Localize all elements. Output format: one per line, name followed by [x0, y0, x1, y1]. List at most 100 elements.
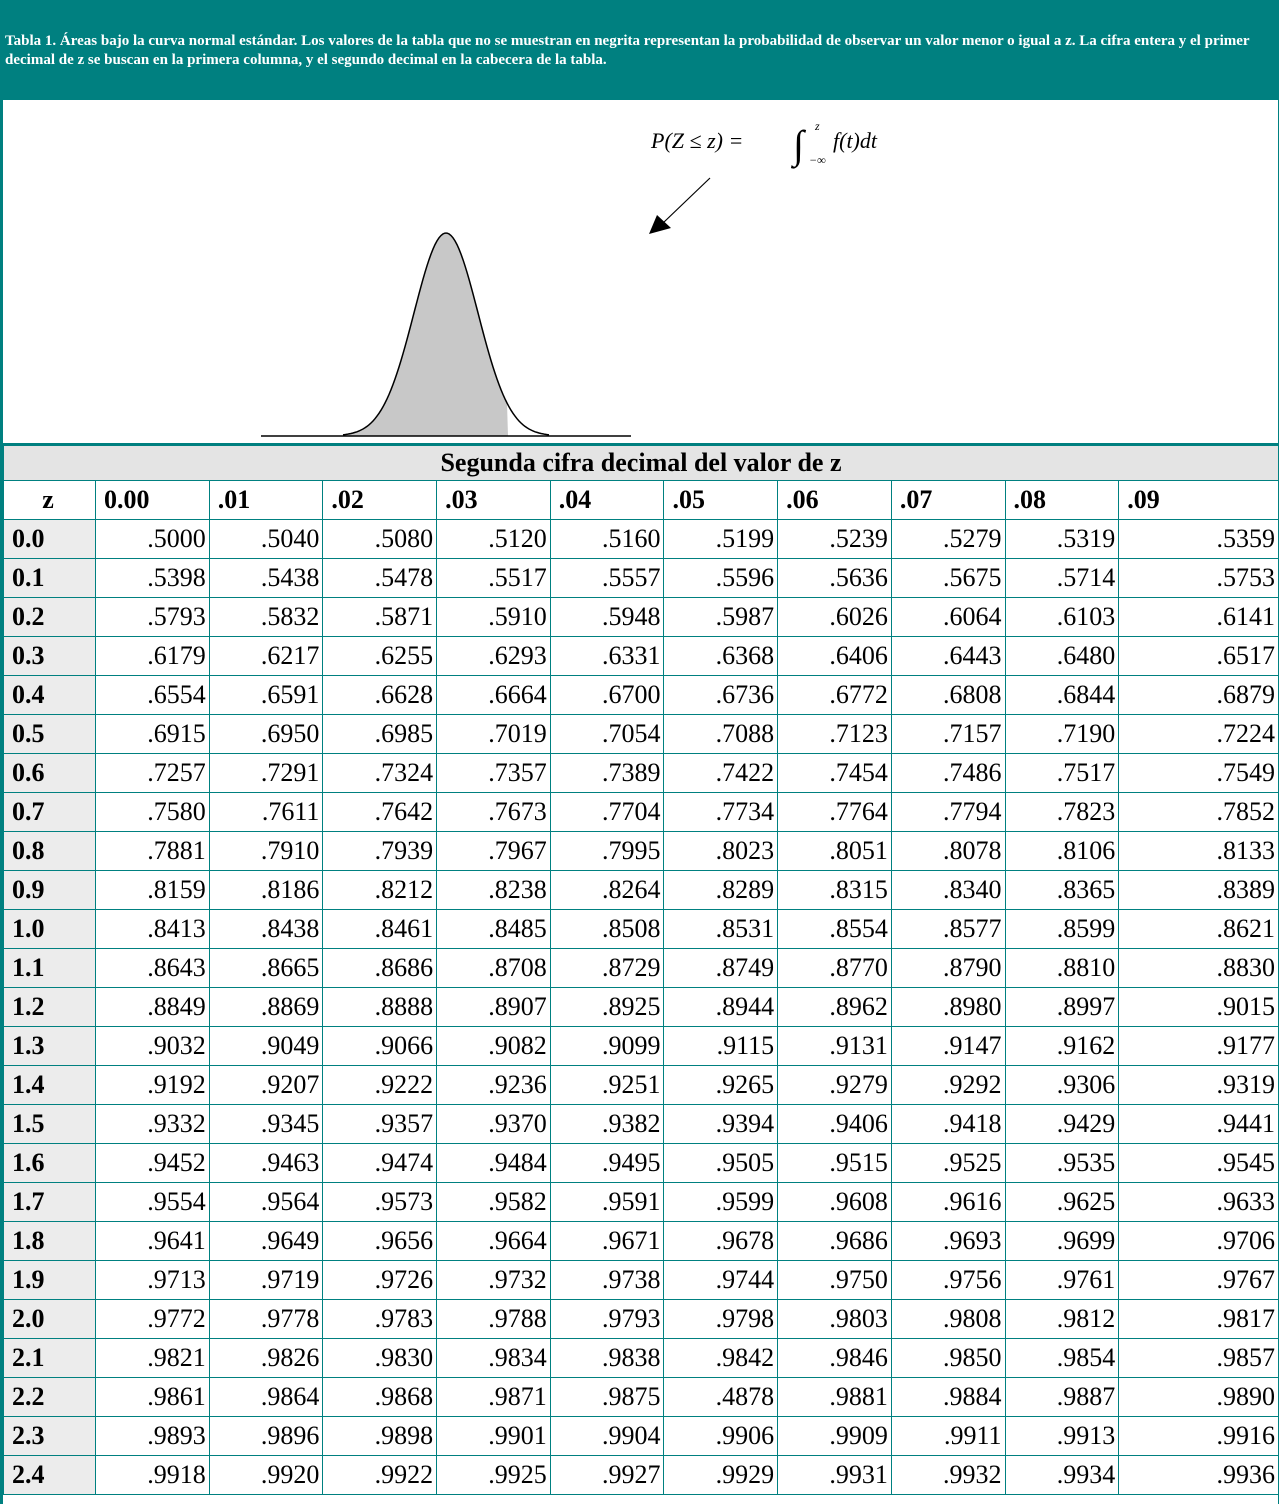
- formula-integrand: f(t)dt: [833, 128, 878, 153]
- probability: .9906: [664, 1417, 778, 1456]
- z-value: 1.7: [4, 1183, 96, 1222]
- formula-upper: z: [814, 119, 820, 133]
- probability: .9893: [96, 1417, 210, 1456]
- z-value: 1.1: [4, 949, 96, 988]
- z-value: 1.6: [4, 1144, 96, 1183]
- probability: .5714: [1005, 559, 1119, 598]
- probability: .7291: [209, 754, 323, 793]
- probability: .9936: [1119, 1456, 1279, 1495]
- column-header: 0.00: [96, 481, 210, 520]
- probability: .9929: [664, 1456, 778, 1495]
- probability: .8438: [209, 910, 323, 949]
- column-header: .07: [891, 481, 1005, 520]
- probability: .9162: [1005, 1027, 1119, 1066]
- data-row: 2.3.9893.9896.9898.9901.9904.9906.9909.9…: [4, 1417, 1279, 1456]
- data-row: 0.1.5398.5438.5478.5517.5557.5596.5636.5…: [4, 559, 1279, 598]
- probability: .8888: [323, 988, 437, 1027]
- probability: .9838: [550, 1339, 664, 1378]
- probability: .7224: [1119, 715, 1279, 754]
- probability: .9868: [323, 1378, 437, 1417]
- probability: .9099: [550, 1027, 664, 1066]
- probability: .7794: [891, 793, 1005, 832]
- probability: .9881: [778, 1378, 892, 1417]
- probability: .7939: [323, 832, 437, 871]
- probability: .8485: [437, 910, 551, 949]
- data-row: 1.2.8849.8869.8888.8907.8925.8944.8962.8…: [4, 988, 1279, 1027]
- z-value: 1.8: [4, 1222, 96, 1261]
- probability: .9913: [1005, 1417, 1119, 1456]
- probability: .9767: [1119, 1261, 1279, 1300]
- probability: .9236: [437, 1066, 551, 1105]
- probability: .9625: [1005, 1183, 1119, 1222]
- probability: .5040: [209, 520, 323, 559]
- probability: .8907: [437, 988, 551, 1027]
- probability: .5120: [437, 520, 551, 559]
- probability: .9319: [1119, 1066, 1279, 1105]
- probability: .6064: [891, 598, 1005, 637]
- probability: .7088: [664, 715, 778, 754]
- probability: .5000: [96, 520, 210, 559]
- probability: .9871: [437, 1378, 551, 1417]
- probability: .9793: [550, 1300, 664, 1339]
- probability: .9279: [778, 1066, 892, 1105]
- probability: .9441: [1119, 1105, 1279, 1144]
- data-row: 0.0.5000.5040.5080.5120.5160.5199.5239.5…: [4, 520, 1279, 559]
- probability: .9207: [209, 1066, 323, 1105]
- probability: .9713: [96, 1261, 210, 1300]
- column-header: z: [4, 481, 96, 520]
- probability: .7190: [1005, 715, 1119, 754]
- probability: .9821: [96, 1339, 210, 1378]
- probability: .6844: [1005, 676, 1119, 715]
- probability: .9177: [1119, 1027, 1279, 1066]
- probability: .6808: [891, 676, 1005, 715]
- probability: .7054: [550, 715, 664, 754]
- probability: .9015: [1119, 988, 1279, 1027]
- probability: .8264: [550, 871, 664, 910]
- probability: .9934: [1005, 1456, 1119, 1495]
- probability: .9616: [891, 1183, 1005, 1222]
- probability: .5832: [209, 598, 323, 637]
- probability: .9916: [1119, 1417, 1279, 1456]
- probability: .9452: [96, 1144, 210, 1183]
- probability: .9834: [437, 1339, 551, 1378]
- probability: .9918: [96, 1456, 210, 1495]
- probability: .9641: [96, 1222, 210, 1261]
- probability: .8577: [891, 910, 1005, 949]
- data-row: 2.0.9772.9778.9783.9788.9793.9798.9803.9…: [4, 1300, 1279, 1339]
- probability: .6517: [1119, 637, 1279, 676]
- probability: .8133: [1119, 832, 1279, 871]
- probability: .8413: [96, 910, 210, 949]
- probability: .6179: [96, 637, 210, 676]
- z-value: 0.6: [4, 754, 96, 793]
- figure: P(Z ≤ z) = ∫ z −∞ f(t)dt: [3, 100, 1278, 445]
- probability: .9808: [891, 1300, 1005, 1339]
- z-value: 2.4: [4, 1456, 96, 1495]
- probability: .7123: [778, 715, 892, 754]
- probability: .5753: [1119, 559, 1279, 598]
- probability: .5080: [323, 520, 437, 559]
- probability: .9664: [437, 1222, 551, 1261]
- probability: .9082: [437, 1027, 551, 1066]
- probability: .5557: [550, 559, 664, 598]
- probability: .9147: [891, 1027, 1005, 1066]
- probability: .9830: [323, 1339, 437, 1378]
- probability: .9875: [550, 1378, 664, 1417]
- probability: .9922: [323, 1456, 437, 1495]
- probability: .9901: [437, 1417, 551, 1456]
- z-value: 1.2: [4, 988, 96, 1027]
- z-value: 0.3: [4, 637, 96, 676]
- probability: .5438: [209, 559, 323, 598]
- probability: .6026: [778, 598, 892, 637]
- probability: .7764: [778, 793, 892, 832]
- data-row: 0.9.8159.8186.8212.8238.8264.8289.8315.8…: [4, 871, 1279, 910]
- probability: .9049: [209, 1027, 323, 1066]
- probability: .7389: [550, 754, 664, 793]
- probability: .8665: [209, 949, 323, 988]
- probability: .8686: [323, 949, 437, 988]
- probability: .7324: [323, 754, 437, 793]
- probability: .5517: [437, 559, 551, 598]
- probability: .6141: [1119, 598, 1279, 637]
- data-row: 1.3.9032.9049.9066.9082.9099.9115.9131.9…: [4, 1027, 1279, 1066]
- probability: .6443: [891, 637, 1005, 676]
- data-row: 1.9.9713.9719.9726.9732.9738.9744.9750.9…: [4, 1261, 1279, 1300]
